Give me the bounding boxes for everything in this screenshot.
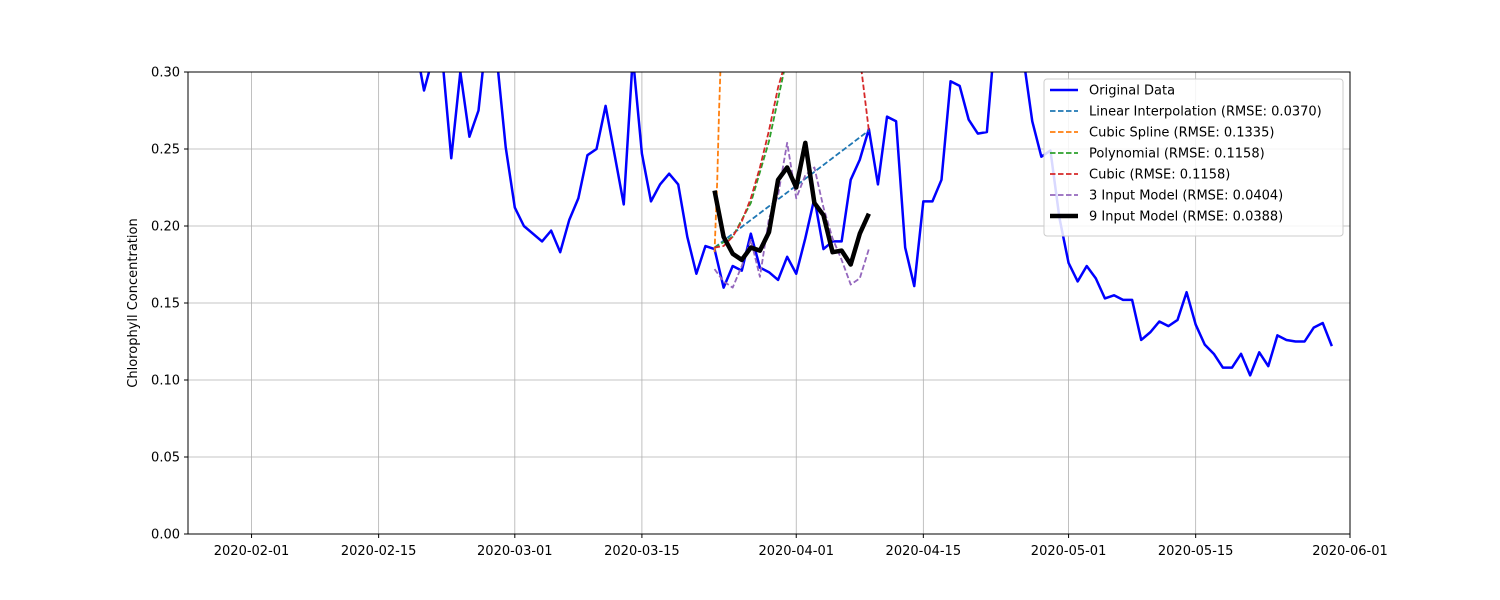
x-axis: 2020-02-01 2020-02-15 2020-03-01 2020-03-15… xyxy=(214,534,1388,559)
series-line-6 xyxy=(713,141,870,289)
series-line-2 xyxy=(713,129,870,249)
y-tick-label: 0.10 xyxy=(151,374,180,389)
x-tick-label: 2020-05-01 xyxy=(1031,544,1107,559)
legend: Original Data Linear Interpolation (RMSE:… xyxy=(1043,78,1344,237)
y-tick-label: 0.00 xyxy=(151,528,180,543)
legend-label: 9 Input Model (RMSE: 0.0388) xyxy=(1089,210,1283,225)
series-layer xyxy=(419,72,1334,377)
series-line-1 xyxy=(419,72,1334,377)
legend-label: 3 Input Model (RMSE: 0.0404) xyxy=(1089,189,1283,204)
legend-label: Linear Interpolation (RMSE: 0.0370) xyxy=(1089,105,1322,120)
x-tick-label: 2020-03-15 xyxy=(604,544,680,559)
series-line-7 xyxy=(712,140,871,267)
y-tick-label: 0.30 xyxy=(151,66,180,81)
y-tick-label: 0.05 xyxy=(151,451,180,466)
series-line-5 xyxy=(714,72,870,249)
legend-label: Polynomial (RMSE: 0.1158) xyxy=(1089,147,1265,162)
legend-box xyxy=(1043,78,1344,237)
x-tick-label: 2020-02-15 xyxy=(341,544,417,559)
x-tick-label: 2020-04-15 xyxy=(886,544,962,559)
legend-label: Original Data xyxy=(1089,84,1175,99)
legend-label: Cubic (RMSE: 0.1158) xyxy=(1089,168,1230,183)
y-axis: 0.00 0.05 0.10 0.15 0.20 0.25 0.30 xyxy=(151,66,188,543)
legend-label: Cubic Spline (RMSE: 0.1335) xyxy=(1089,126,1274,141)
y-tick-label: 0.15 xyxy=(151,297,180,312)
x-tick-label: 2020-04-01 xyxy=(758,544,834,559)
y-tick-label: 0.20 xyxy=(151,220,180,235)
series-line-3 xyxy=(713,72,722,253)
series-line-4 xyxy=(714,72,785,249)
x-tick-label: 2020-03-01 xyxy=(477,544,553,559)
x-tick-label: 2020-05-15 xyxy=(1158,544,1234,559)
x-tick-label: 2020-06-01 xyxy=(1312,544,1388,559)
x-tick-label: 2020-02-01 xyxy=(214,544,290,559)
y-tick-label: 0.25 xyxy=(151,143,180,158)
y-axis-label: Chlorophyll Concentration xyxy=(126,218,141,387)
